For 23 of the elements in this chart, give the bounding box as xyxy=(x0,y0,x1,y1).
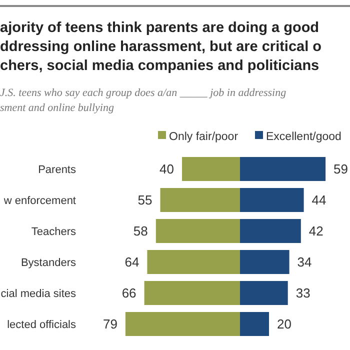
y-tick-label: lected officials xyxy=(7,319,76,331)
y-tick-label: Parents xyxy=(38,164,76,176)
chart-title: ajority of teens think parents are doing a good ddressing online harassment, but are critical o chers, social media companies and politicians xyxy=(0,20,322,74)
data-label: 40 xyxy=(160,162,174,176)
legend-label: Excellent/good xyxy=(266,131,342,143)
data-label: 33 xyxy=(296,286,310,300)
data-label: 58 xyxy=(133,224,148,238)
data-label: 59 xyxy=(334,162,348,176)
legend-label: Only fair/poor xyxy=(169,131,238,143)
data-label: 42 xyxy=(308,224,324,238)
data-label: 64 xyxy=(124,254,140,270)
y-tick-label: Teachers xyxy=(31,226,76,238)
data-label: 79 xyxy=(102,316,118,332)
data-label: 20 xyxy=(277,316,292,332)
data-label: 66 xyxy=(122,286,136,300)
y-tick-label: cial media sites xyxy=(0,288,76,300)
data-label: 34 xyxy=(297,254,312,270)
y-tick-label: w enforcement xyxy=(2,195,76,207)
y-tick-label: Bystanders xyxy=(20,257,76,269)
data-label: 55 xyxy=(138,192,152,208)
bar xyxy=(240,312,269,336)
chart-subtitle: J.S. teens who say each group does a/an _____ job in addressing sment and online bullying xyxy=(0,87,287,114)
data-label: 44 xyxy=(312,192,326,208)
